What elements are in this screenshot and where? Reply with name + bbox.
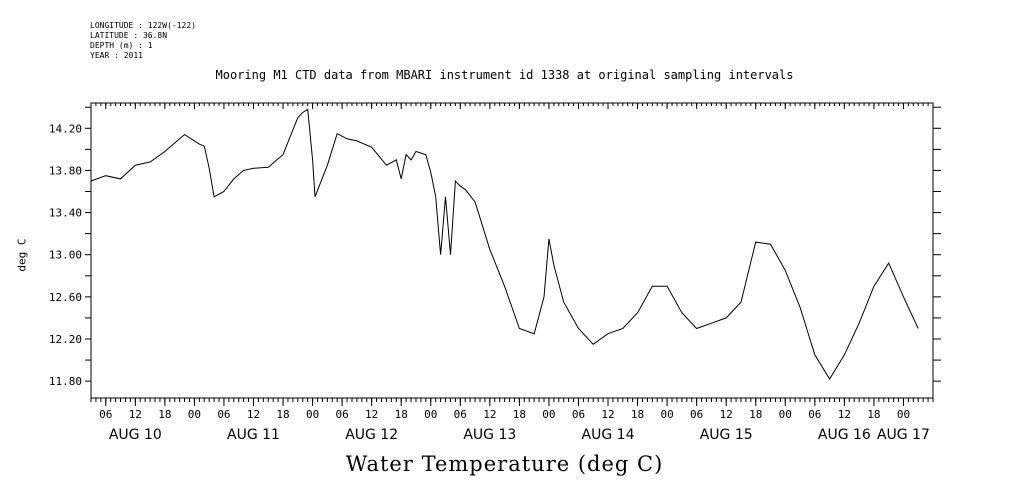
x-day-label: AUG 17: [877, 427, 930, 443]
longitude-text: LONGITUDE : 122W(-122): [90, 21, 196, 30]
latitude-text: LATITUDE : 36.8N: [90, 31, 168, 40]
x-day-label: AUG 11: [227, 427, 280, 443]
x-day-label: AUG 16: [818, 427, 871, 443]
x-tick-label: 18: [749, 408, 762, 421]
x-tick-label: 18: [276, 408, 289, 421]
x-tick-label: 06: [454, 408, 467, 421]
x-tick-label: 12: [601, 408, 614, 421]
x-day-label: AUG 10: [109, 427, 162, 443]
year-text: YEAR : 2011: [90, 51, 143, 60]
dataset-metadata: LONGITUDE : 122W(-122) LATITUDE : 36.8N …: [90, 21, 196, 61]
x-day-label: AUG 12: [345, 427, 398, 443]
y-tick-label: 14.20: [49, 122, 82, 135]
y-tick-label: 13.00: [49, 249, 82, 262]
x-tick-label: 06: [690, 408, 703, 421]
x-tick-label: 18: [867, 408, 880, 421]
y-axis-ticks: 11.80 12.20 12.60 13.00 13.40 13.80 14.20: [49, 106, 941, 388]
chart-title: Mooring M1 CTD data from MBARI instrumen…: [215, 68, 794, 82]
x-day-label: AUG 14: [582, 427, 635, 443]
x-tick-label: 00: [188, 408, 201, 421]
x-axis-label: Water Temperature (deg C): [345, 452, 664, 476]
water-temperature-series-line: [90, 108, 919, 380]
x-tick-label: 00: [424, 408, 437, 421]
x-tick-label: 06: [99, 408, 112, 421]
x-tick-label: 00: [897, 408, 910, 421]
x-day-label: AUG 13: [463, 427, 516, 443]
x-tick-label: 18: [395, 408, 408, 421]
x-tick-label: 06: [217, 408, 230, 421]
x-axis-day-labels: AUG 10 AUG 11 AUG 12 AUG 13 AUG 14 AUG 15 AUG …: [109, 427, 930, 443]
x-tick-label: 00: [306, 408, 319, 421]
x-tick-label: 12: [247, 408, 260, 421]
x-tick-label: 12: [838, 408, 851, 421]
x-tick-label: 00: [542, 408, 555, 421]
y-tick-label: 13.80: [49, 164, 82, 177]
y-tick-label: 12.20: [49, 333, 82, 346]
x-axis-ticks: 06 12 18 00 06 12 18 00 06 12 18 00 06 12 18 00 06 12 18 00…: [99, 103, 910, 421]
x-tick-label: 12: [483, 408, 496, 421]
x-tick-label: 06: [572, 408, 585, 421]
x-tick-label: 00: [660, 408, 673, 421]
x-day-label: AUG 15: [700, 427, 753, 443]
x-tick-label: 06: [335, 408, 348, 421]
x-tick-label: 00: [779, 408, 792, 421]
depth-text: DEPTH (m) : 1: [90, 41, 153, 50]
x-tick-label: 12: [365, 408, 378, 421]
x-tick-label: 18: [513, 408, 526, 421]
y-tick-label: 12.60: [49, 291, 82, 304]
x-tick-label: 06: [808, 408, 821, 421]
minor-ticks: [90, 103, 934, 402]
x-tick-label: 12: [129, 408, 142, 421]
plot-frame: [90, 102, 934, 399]
y-tick-label: 11.80: [49, 375, 82, 388]
x-tick-label: 18: [158, 408, 171, 421]
y-tick-label: 13.40: [49, 207, 82, 220]
x-tick-label: 12: [720, 408, 733, 421]
x-tick-label: 18: [631, 408, 644, 421]
